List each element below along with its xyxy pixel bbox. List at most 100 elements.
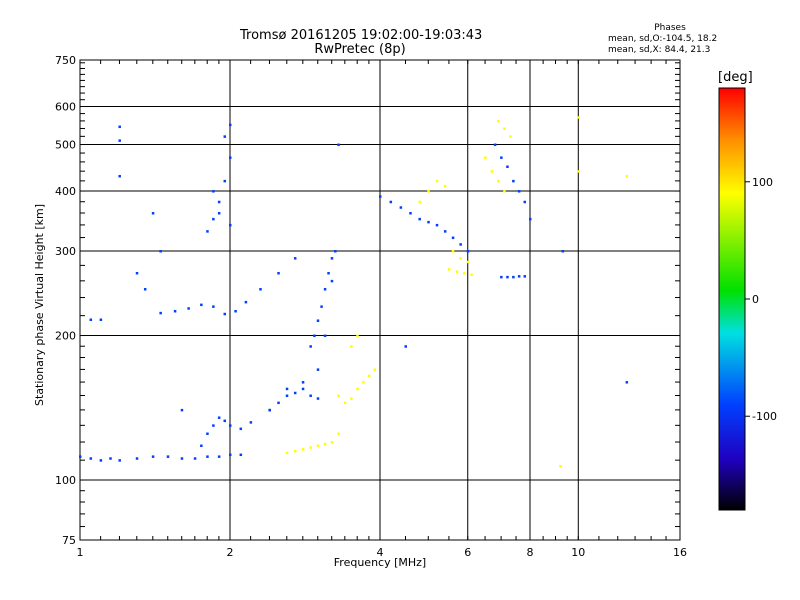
data-point — [313, 334, 316, 338]
data-point — [427, 220, 430, 224]
data-point — [367, 374, 371, 378]
data-point — [334, 250, 337, 253]
data-point — [193, 457, 197, 460]
data-point — [229, 156, 232, 159]
data-point — [418, 217, 421, 221]
data-point — [517, 275, 521, 278]
data-point — [206, 230, 209, 233]
colorbar — [718, 87, 746, 511]
data-point — [285, 387, 289, 391]
data-point — [523, 200, 527, 204]
data-point — [118, 139, 121, 142]
data-point — [503, 190, 506, 193]
data-point — [159, 250, 162, 253]
data-point — [379, 195, 382, 198]
data-point — [443, 184, 447, 188]
data-point — [455, 270, 459, 273]
data-point — [229, 424, 232, 427]
data-point — [493, 143, 497, 147]
data-point — [496, 179, 500, 183]
data-point — [212, 190, 215, 193]
data-point — [309, 394, 312, 398]
data-point — [323, 288, 327, 291]
colorbar-tick-label: -100 — [752, 410, 777, 423]
data-point — [512, 275, 515, 279]
data-points — [79, 116, 629, 468]
phases-box-line1: mean, sd,O:-104.5, 18.2 — [608, 34, 718, 44]
data-point — [135, 457, 139, 460]
data-point — [223, 179, 227, 183]
data-point — [212, 305, 215, 308]
data-point — [459, 257, 462, 260]
data-point — [166, 455, 170, 458]
data-point — [217, 200, 221, 204]
colorbar-tick-label: 0 — [752, 293, 759, 306]
data-point — [244, 300, 248, 304]
data-point — [309, 446, 312, 449]
phases-box-line2: mean, sd,X: 84.4, 21.3 — [608, 45, 711, 55]
data-point — [330, 279, 334, 283]
data-point — [217, 455, 221, 458]
x-tick-label: 8 — [527, 546, 534, 559]
data-point — [293, 449, 297, 453]
y-tick-label: 75 — [62, 534, 76, 547]
data-point — [506, 165, 509, 168]
data-point — [316, 444, 320, 448]
data-point — [529, 217, 532, 221]
data-point — [490, 170, 494, 173]
data-point — [466, 250, 470, 253]
data-point — [447, 268, 451, 271]
data-point — [301, 381, 305, 384]
y-tick-label: 500 — [55, 139, 76, 152]
data-point — [229, 223, 232, 227]
data-point — [229, 123, 232, 127]
data-point — [217, 212, 221, 215]
y-axis-label: Stationary phase Virtual Height [km] — [33, 203, 46, 406]
data-point — [418, 200, 421, 204]
data-point — [89, 318, 93, 321]
data-point — [277, 271, 280, 275]
data-point — [517, 190, 521, 193]
data-point — [180, 408, 184, 412]
y-tick-label: 600 — [55, 101, 76, 114]
data-point — [523, 275, 527, 278]
data-point — [484, 156, 487, 159]
data-point — [500, 275, 503, 279]
data-point — [285, 451, 289, 455]
data-point — [301, 448, 305, 451]
data-point — [561, 250, 565, 253]
data-point — [180, 457, 184, 460]
data-point — [435, 223, 439, 227]
data-point — [435, 179, 439, 183]
data-point — [496, 119, 500, 123]
chart-subtitle: RwPretec (8p) — [314, 42, 406, 57]
data-point — [151, 455, 155, 458]
data-point — [451, 250, 455, 253]
data-point — [337, 394, 340, 398]
x-tick-label: 16 — [673, 546, 687, 559]
data-point — [373, 368, 377, 371]
data-point — [330, 441, 334, 444]
data-point — [323, 442, 327, 446]
data-point — [187, 307, 190, 310]
data-point — [212, 217, 215, 221]
data-point — [463, 271, 466, 275]
data-point — [577, 170, 580, 173]
data-point — [443, 230, 447, 233]
data-point — [399, 206, 403, 209]
x-tick-label: 10 — [571, 546, 585, 559]
data-point — [173, 309, 177, 313]
data-point — [309, 345, 312, 348]
x-tick-label: 6 — [464, 546, 471, 559]
data-point — [109, 457, 112, 460]
x-tick-label: 1 — [77, 546, 84, 559]
colorbar-label: [deg] — [718, 70, 753, 85]
data-point — [337, 143, 340, 147]
data-point — [259, 288, 262, 291]
data-point — [466, 260, 470, 264]
data-point — [234, 309, 237, 313]
data-point — [159, 311, 162, 315]
y-tick-label: 750 — [55, 54, 76, 67]
data-point — [327, 271, 330, 275]
data-point — [409, 212, 412, 215]
